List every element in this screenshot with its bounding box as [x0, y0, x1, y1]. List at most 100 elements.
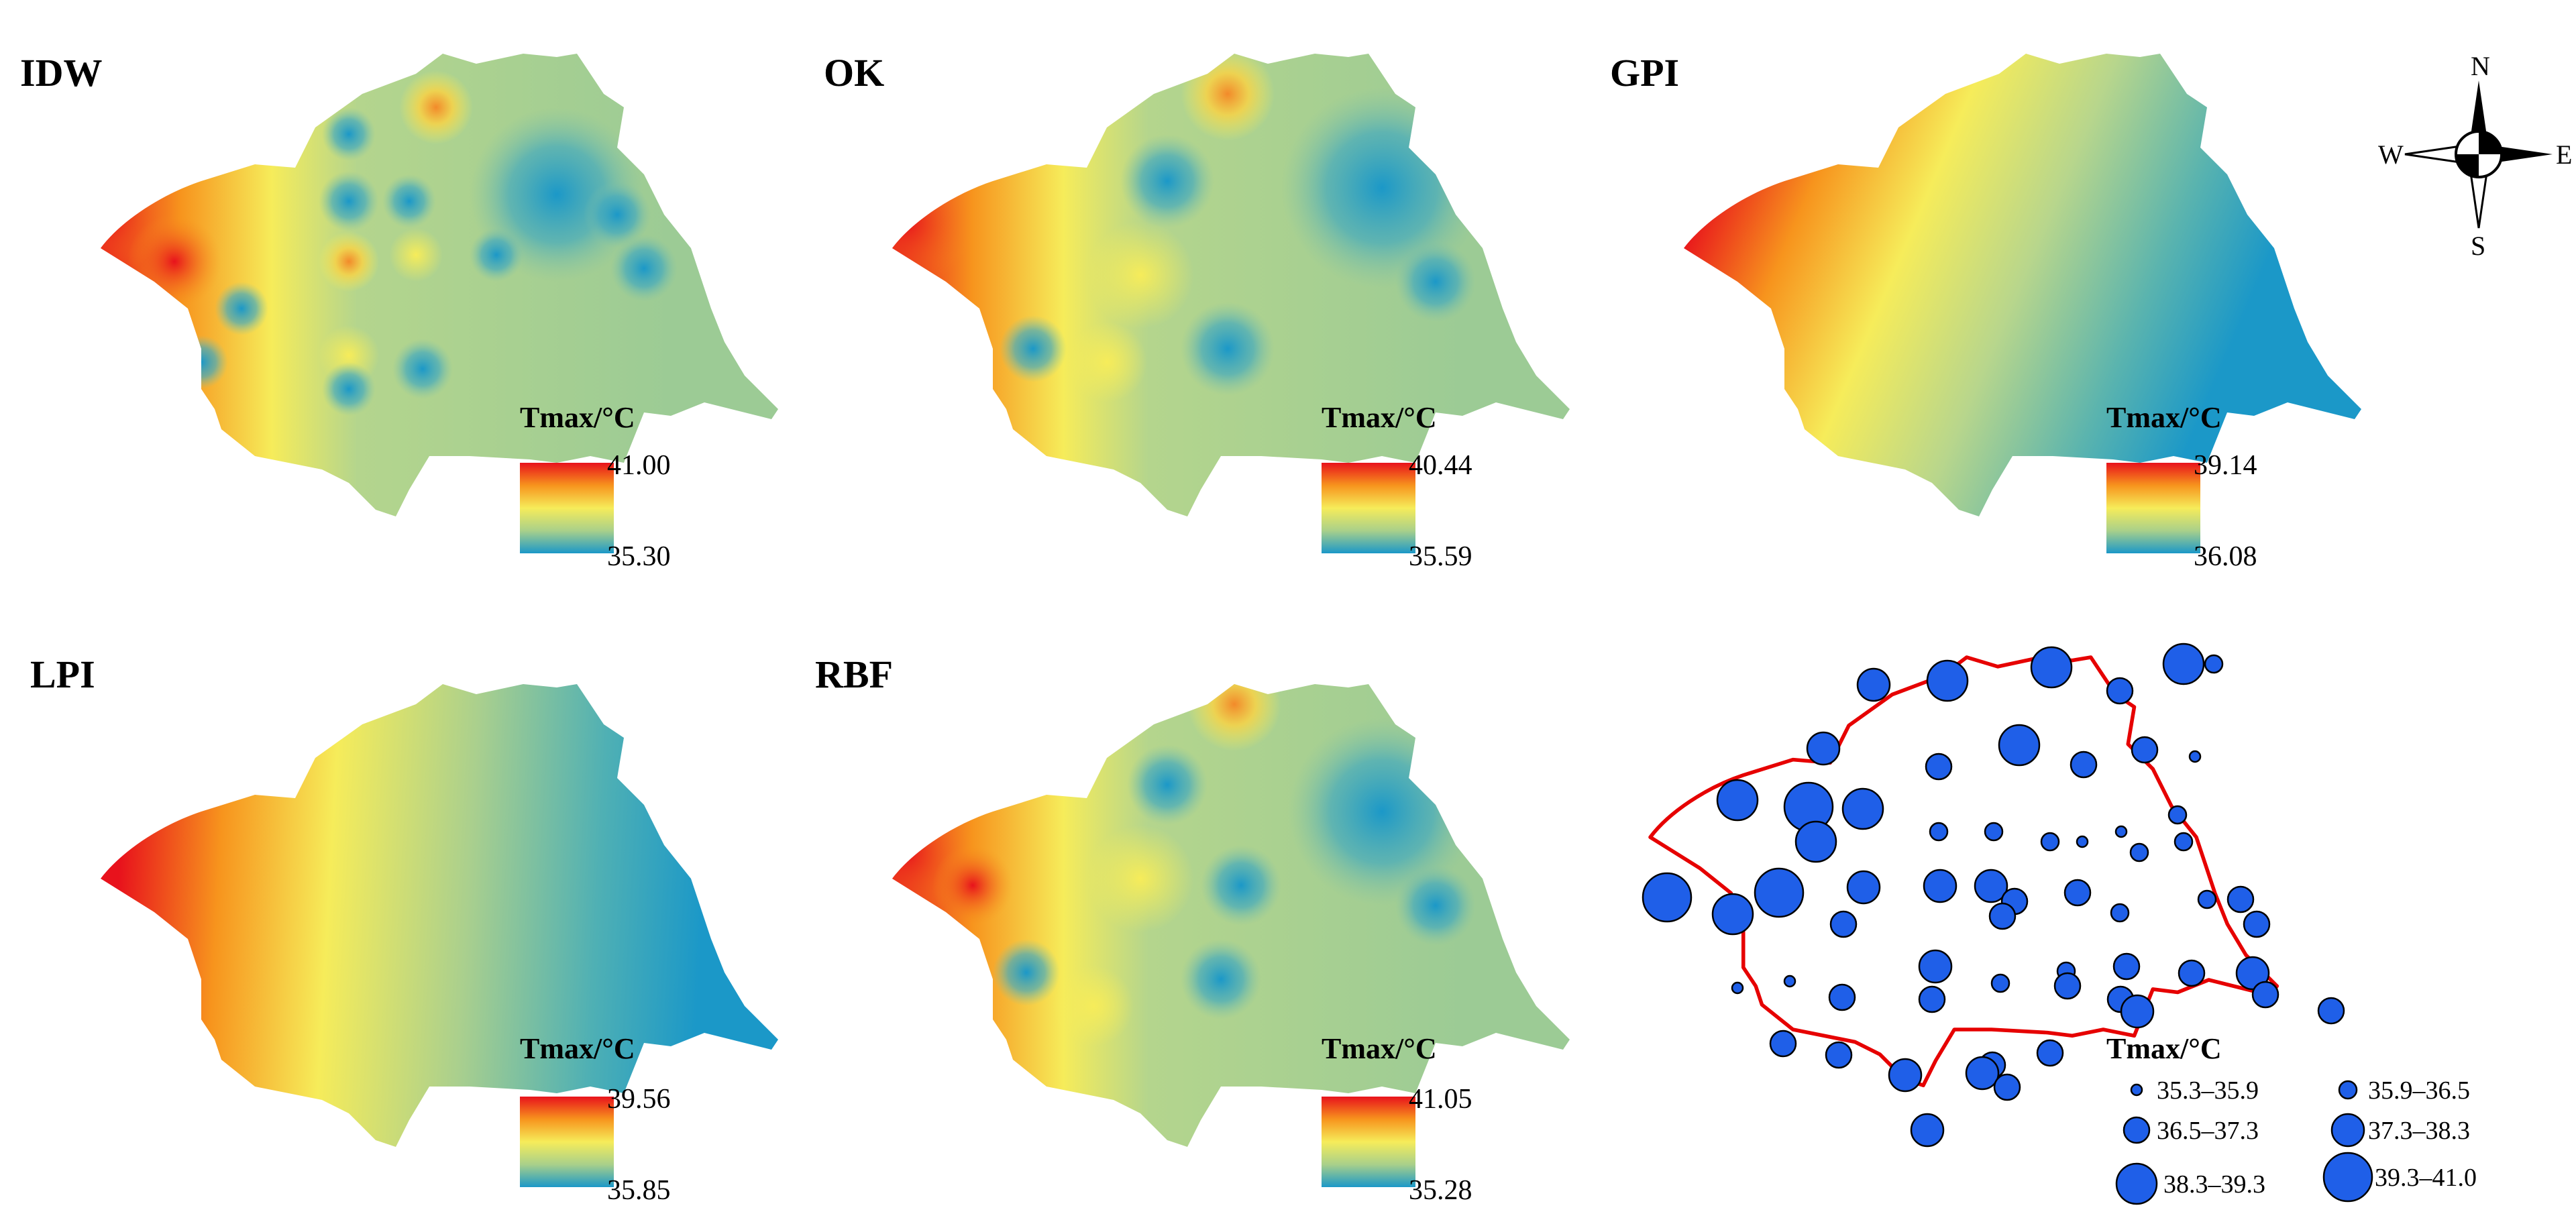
- station-point: [2243, 910, 2271, 938]
- station-point: [2120, 994, 2155, 1029]
- station-point: [1988, 902, 2017, 930]
- station-point: [2167, 805, 2188, 825]
- map-lpi: [101, 684, 778, 1147]
- legend-max: 41.00: [607, 450, 671, 481]
- color-legend: Tmax/°C 39.14 36.08: [2106, 401, 2257, 572]
- class-symbol: [2123, 1116, 2151, 1144]
- station-point: [2226, 885, 2255, 913]
- station-point: [1856, 667, 1891, 702]
- panel-title: OK: [824, 51, 884, 95]
- station-point: [2112, 952, 2141, 981]
- station-point: [2178, 959, 2206, 987]
- class-symbol: [2115, 1162, 2158, 1205]
- class-label: 36.5–37.3: [2157, 1117, 2259, 1145]
- station-point: [1642, 872, 1693, 923]
- station-point: [1918, 949, 1953, 984]
- legend-colorbar: [1322, 463, 1415, 553]
- station-point: [2076, 835, 2089, 848]
- map-rbf: [892, 684, 1570, 1147]
- station-point: [1731, 981, 1744, 995]
- class-label: 35.3–35.9: [2157, 1076, 2259, 1105]
- compass-rose: N S E W: [2378, 51, 2572, 261]
- legend-colorbar: [1322, 1097, 1415, 1187]
- station-point: [1929, 822, 1949, 842]
- legend-min: 35.28: [1409, 1175, 1472, 1206]
- map-gpi: [1684, 54, 2361, 516]
- legend-title: Tmax/°C: [520, 1032, 635, 1065]
- map-ok: [892, 54, 1570, 516]
- compass-s: S: [2471, 231, 2485, 261]
- station-point: [1888, 1058, 1923, 1093]
- legend-title: Tmax/°C: [520, 401, 635, 434]
- station-point: [1806, 731, 1841, 766]
- class-symbol: [2322, 1152, 2373, 1203]
- legend-min: 35.30: [607, 541, 671, 572]
- legend-max: 41.05: [1409, 1084, 1472, 1115]
- panel-title: GPI: [1610, 51, 1679, 95]
- station-point: [1841, 787, 1884, 830]
- panel-gpi: GPI Tmax/°C 39.14 36.08: [1610, 51, 2361, 572]
- station-point: [1993, 1073, 2021, 1101]
- station-point: [1825, 1041, 1853, 1069]
- compass-w: W: [2378, 140, 2404, 170]
- legend-colorbar: [2106, 463, 2200, 553]
- legend-max: 39.14: [2194, 450, 2257, 481]
- station-point: [2040, 832, 2060, 852]
- panel-idw: IDW Tmax/°C 41.00 35.30: [20, 51, 778, 572]
- legend-min: 36.08: [2194, 541, 2257, 572]
- class-label: 35.9–36.5: [2368, 1076, 2470, 1105]
- station-point: [1984, 822, 2004, 842]
- station-point: [2106, 677, 2134, 705]
- class-symbol: [2338, 1080, 2358, 1100]
- color-legend: Tmax/°C 41.05 35.28: [1322, 1032, 1472, 1206]
- station-point: [1918, 985, 1946, 1013]
- station-point: [1829, 910, 1858, 938]
- station-size-legend: Tmax/°C 35.3–35.9 35.9–36.5 36.5–37.3 37…: [2106, 1032, 2477, 1205]
- station-point: [1910, 1113, 1945, 1148]
- class-label: 39.3–41.0: [2375, 1164, 2477, 1192]
- station-point: [2235, 956, 2270, 991]
- station-point: [1846, 870, 1881, 905]
- station-point: [2053, 972, 2082, 1000]
- legend-title: Tmax/°C: [2106, 401, 2222, 434]
- panel-title: LPI: [30, 653, 95, 696]
- legend-max: 40.44: [1409, 450, 1472, 481]
- station-point: [1716, 779, 1759, 822]
- station-point: [2188, 750, 2202, 763]
- study-area-boundary: [1650, 657, 2277, 1085]
- station-point: [1711, 893, 1754, 936]
- legend-title: Tmax/°C: [1322, 1032, 1437, 1065]
- legend-colorbar: [520, 463, 614, 553]
- legend-colorbar: [520, 1097, 614, 1187]
- station-point: [1923, 869, 1957, 903]
- compass-n: N: [2471, 51, 2490, 81]
- station-markers: [1642, 643, 2345, 1148]
- station-point: [2114, 825, 2128, 838]
- station-point: [2204, 654, 2224, 674]
- station-point: [1965, 1056, 2000, 1091]
- station-point: [1990, 973, 2010, 993]
- class-label: 38.3–39.3: [2163, 1170, 2265, 1199]
- station-point: [2070, 751, 2098, 779]
- station-point: [1998, 724, 2041, 767]
- legend-max: 39.56: [607, 1084, 671, 1115]
- color-legend: Tmax/°C 39.56 35.85: [520, 1032, 671, 1206]
- station-point: [2063, 879, 2092, 907]
- panel-ok: OK Tmax/°C 40.44 35.59: [824, 51, 1570, 572]
- class-label: 37.3–38.3: [2368, 1117, 2470, 1145]
- legend-min: 35.85: [607, 1175, 671, 1206]
- station-point: [2110, 903, 2130, 923]
- station-point: [1926, 659, 1969, 702]
- class-symbol: [2130, 1083, 2143, 1097]
- compass-e: E: [2556, 140, 2572, 170]
- legend-min: 35.59: [1409, 541, 1472, 572]
- color-legend: Tmax/°C 40.44 35.59: [1322, 401, 1472, 572]
- station-point: [2030, 646, 2073, 689]
- station-point: [1754, 867, 1805, 918]
- station-point: [1828, 983, 1856, 1011]
- station-point: [2036, 1039, 2064, 1067]
- color-legend: Tmax/°C 41.00 35.30: [520, 401, 671, 572]
- station-point: [1783, 975, 1796, 988]
- station-point: [1794, 820, 1837, 863]
